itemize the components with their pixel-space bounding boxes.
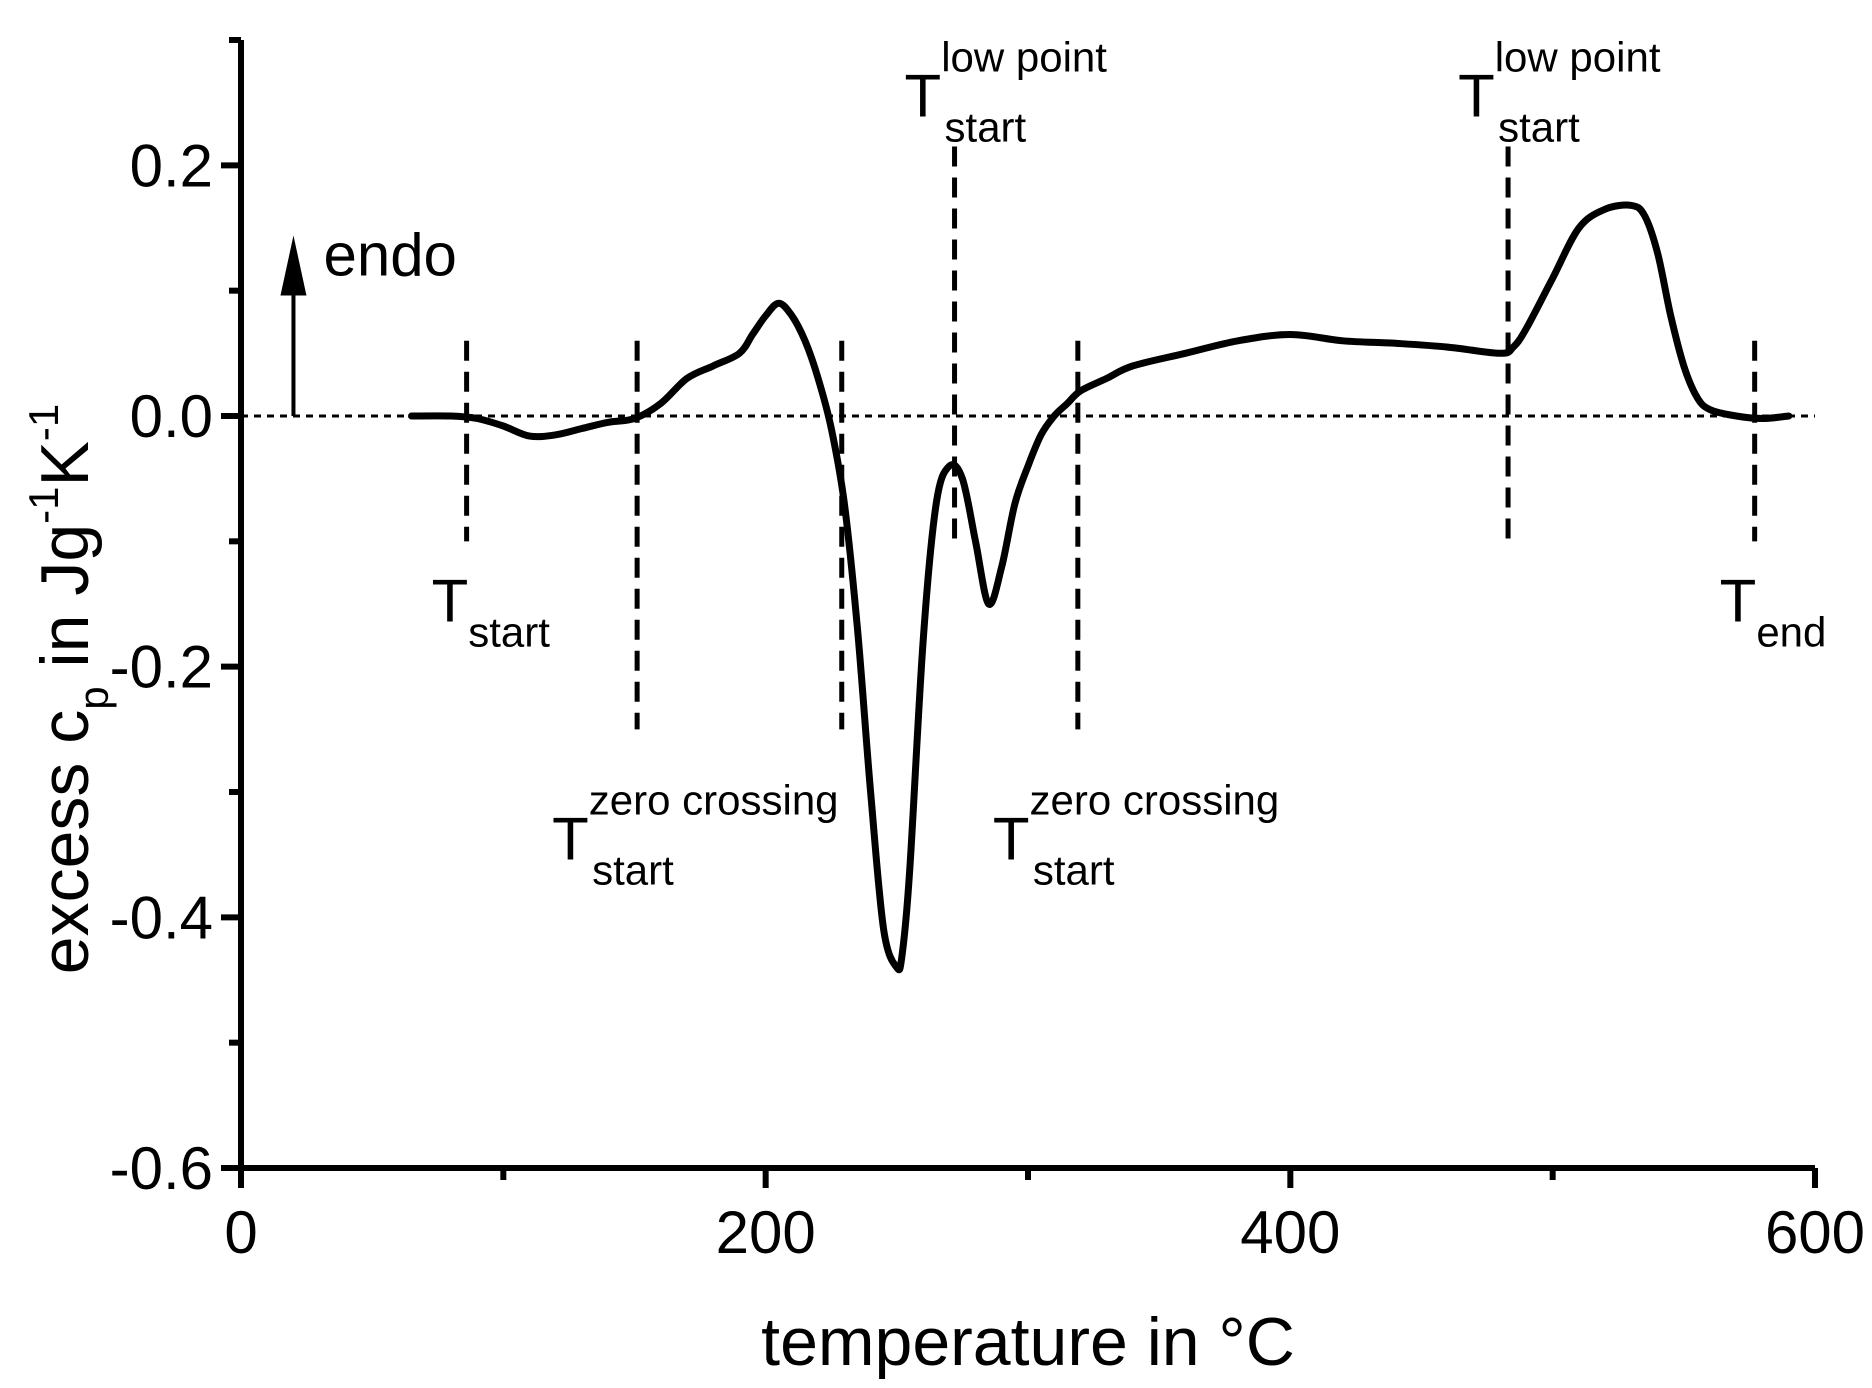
x-tick-label: 0 (224, 1199, 257, 1266)
y-axis-title-mid-sup: -1 (20, 486, 67, 523)
series-group (408, 201, 1793, 974)
annotations-group: endo (280, 222, 457, 416)
endo-arrowhead (280, 235, 307, 296)
y-tick-label: -0.4 (110, 884, 213, 951)
marker-label: Tzero crossing start (993, 776, 1279, 893)
endo-label: endo (323, 222, 456, 289)
y-tick-label: 0.2 (130, 132, 213, 199)
marker-label-main: T (552, 805, 589, 872)
marker-label-main: T (1458, 63, 1495, 130)
y-axis-title: excess cp in Jg-1K-1 (20, 404, 117, 975)
ticks-group: 0 200 400 600 -0.6 -0.4 -0.2 0.0 0.2 (110, 37, 1865, 1266)
y-axis-title-mid: in Jg (27, 524, 103, 687)
y-tick-label: 0.0 (130, 383, 213, 450)
marker-label-sub: start (592, 846, 674, 893)
axes-group (238, 40, 1815, 1171)
marker-label: Tzero crossing start (552, 776, 838, 893)
marker-label-sub: start (1033, 846, 1115, 893)
x-axis-title: temperature in °C (761, 1304, 1295, 1380)
marker-label-sub: start (945, 104, 1027, 151)
marker-label-main: T (993, 805, 1030, 872)
marker-label: Tlow point start (905, 34, 1108, 151)
x-tick-label: 600 (1765, 1199, 1865, 1266)
y-tick-label: -0.2 (110, 634, 213, 701)
marker-label-sub: end (1756, 608, 1826, 655)
series-line-0 (408, 201, 1793, 974)
marker-label-sup: low point (941, 34, 1107, 81)
marker-label-sup: zero crossing (1029, 776, 1279, 823)
marker-label-main: T (1720, 567, 1757, 634)
y-tick-label: -0.6 (110, 1135, 213, 1202)
y-axis-title-base: excess c (27, 710, 103, 975)
marker-label-main: T (905, 63, 942, 130)
marker-label-sup: zero crossing (589, 776, 839, 823)
marker-label: Tend (1720, 567, 1827, 655)
marker-label: Tstart (432, 567, 551, 655)
marker-label-sub: start (1498, 104, 1580, 151)
y-axis-title-unit: K (27, 441, 103, 486)
marker-label-sup: low point (1495, 34, 1661, 81)
marker-label: Tlow point start (1458, 34, 1661, 151)
marker-label-sub: start (468, 608, 550, 655)
marker-label-main: T (432, 567, 469, 634)
y-axis-title-unit-sup: -1 (20, 404, 67, 441)
x-tick-label: 200 (716, 1199, 816, 1266)
y-axis-title-base-sub: p (70, 686, 117, 709)
x-tick-label: 400 (1240, 1199, 1340, 1266)
